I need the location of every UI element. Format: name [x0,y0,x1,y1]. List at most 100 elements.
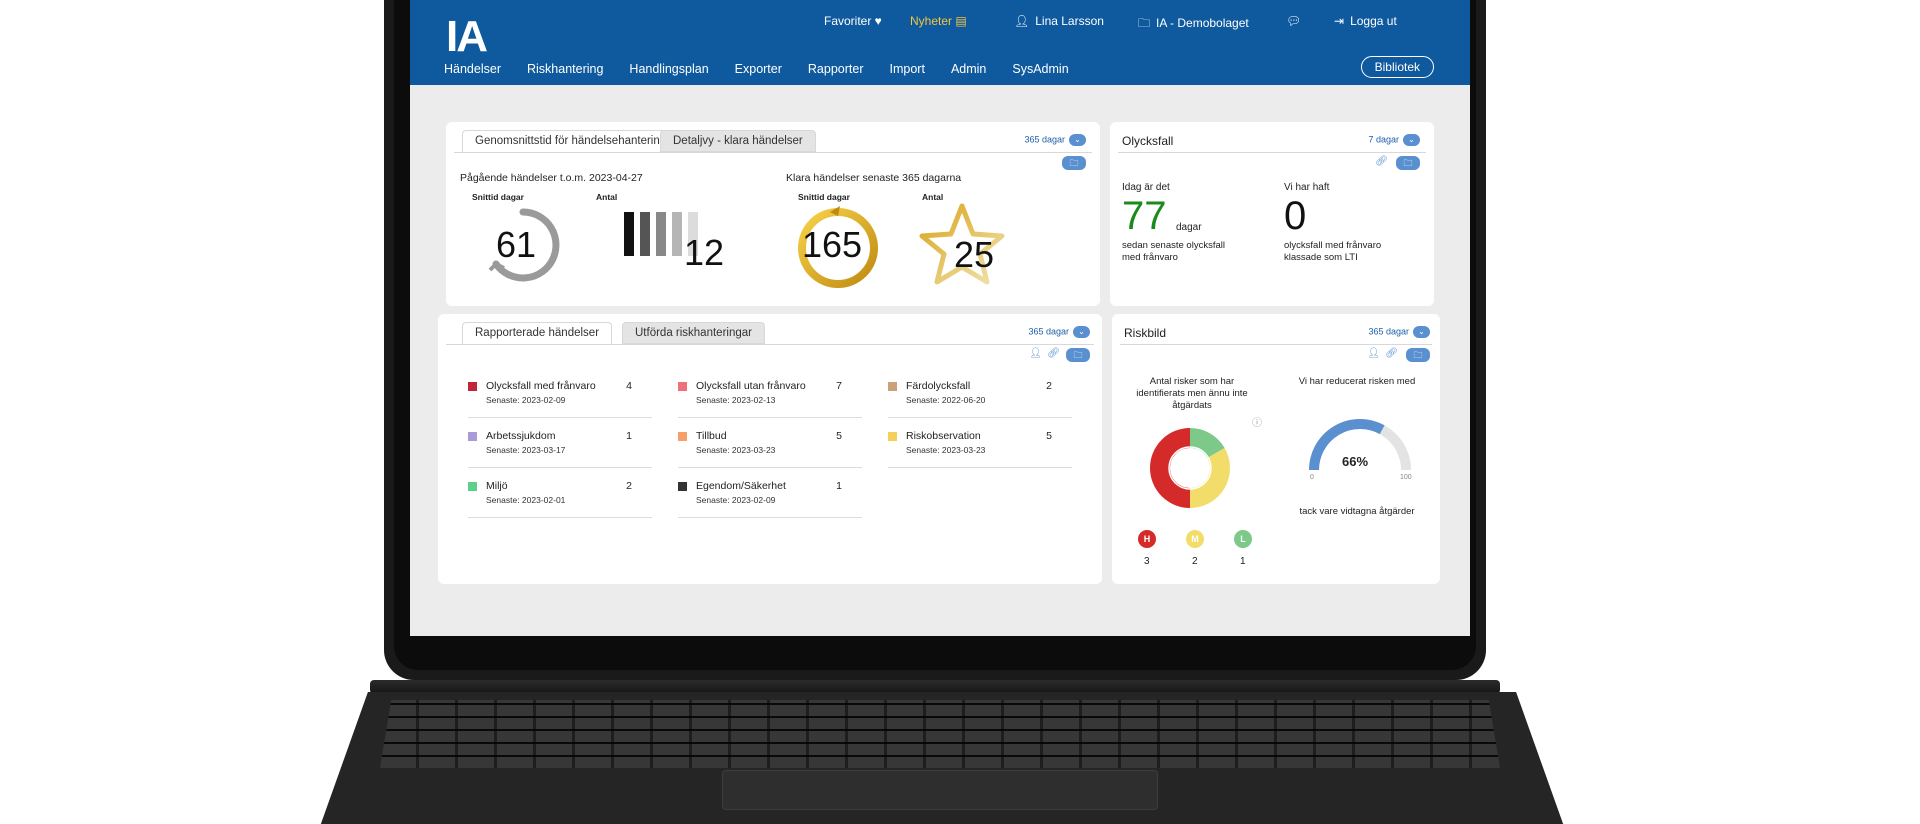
today-label: Idag är det [1122,182,1170,193]
trackpad [722,770,1158,810]
link-icon[interactable]: 🔗︎ [1375,156,1388,167]
folder-icon[interactable]: 🗀 [1396,156,1420,170]
list-item[interactable]: Olycksfall med frånvaro 4 Senaste: 2023-… [468,378,652,418]
event-name: Egendom/Säkerhet [696,480,786,492]
nav-item-exporter[interactable]: Exporter [734,62,782,76]
risk-donut-chart [1150,428,1230,508]
laptop-hinge [370,680,1500,694]
list-item[interactable]: Tillbud 5 Senaste: 2023-03-23 [678,428,862,468]
nav-item-admin[interactable]: Admin [950,62,987,76]
event-last-date: Senaste: 2022-06-20 [906,395,986,405]
link-icon[interactable]: 🔗︎ [1385,348,1398,359]
folder-icon[interactable]: 🗀 [1066,348,1090,362]
gauge-min: 0 [1310,474,1314,481]
accident-divider [1118,152,1426,153]
donut-slice-m [1189,448,1230,508]
days-desc-line1: sedan senaste olycksfall [1122,240,1225,251]
days-since-accident: 77 [1122,194,1167,238]
event-count: 7 [836,380,842,392]
risk-badge-high: H [1138,530,1156,548]
chevron-down-icon: ⌄ [1069,134,1086,146]
folder-icon: 🗀 [1138,16,1151,30]
tab-performed-risk[interactable]: Utförda riskhanteringar [622,322,765,344]
risk-period-label: 365 dagar [1368,326,1409,337]
list-item[interactable]: Färdolycksfall 2 Senaste: 2022-06-20 [888,378,1072,418]
event-count: 1 [836,480,842,492]
info-icon[interactable]: ⓘ [1252,418,1262,429]
have-had-label: Vi har haft [1284,182,1330,193]
days-desc-line2: med frånvaro [1122,252,1178,263]
event-count: 5 [1046,430,1052,442]
accident-title: Olycksfall [1122,134,1174,148]
user-menu[interactable]: 👤︎ Lina Larsson [1014,14,1104,28]
category-color [678,482,687,491]
tab-divider [454,152,1092,153]
closed-count: 25 [954,234,995,275]
event-last-date: Senaste: 2023-03-23 [906,445,986,455]
ongoing-avg-label: Snittid dagar [472,192,524,202]
library-button[interactable]: Bibliotek [1360,56,1434,78]
person-icon[interactable]: 👤︎ [1367,348,1380,359]
risk-card: Riskbild 365 dagar ⌄ 👤︎ 🔗︎ 🗀 Antal risker… [1112,314,1440,584]
ongoing-count: 12 [684,232,725,273]
risk-period-selector[interactable]: 365 dagar ⌄ [1368,326,1430,338]
tab-avg-handling-time[interactable]: Genomsnittstid för händelsehantering [462,130,680,152]
logout-label: Logga ut [1350,14,1397,28]
event-name: Olycksfall utan frånvaro [696,380,806,392]
list-item[interactable]: Egendom/Säkerhet 1 Senaste: 2023-02-09 [678,478,862,518]
period-selector[interactable]: 365 dagar ⌄ [1024,134,1086,146]
star-icon [919,203,1005,285]
days-unit: dagar [1176,222,1202,233]
nav-item-import[interactable]: Import [889,62,925,76]
closed-avg-gauge [798,206,878,288]
risk-reduction-gauge [1309,419,1411,471]
tab-reported-events[interactable]: Rapporterade händelser [462,322,613,344]
reported-period-selector[interactable]: 365 dagar ⌄ [1028,326,1090,338]
closed-count-label: Antal [922,192,944,202]
news-link[interactable]: Nyheter ▤ [910,14,967,28]
main-nav: Händelser Riskhantering Handlingsplan Ex… [444,62,1069,76]
logout-link[interactable]: ⇥ Logga ut [1334,14,1397,28]
event-name: Färdolycksfall [906,380,971,392]
reported-events-card: Rapporterade händelser Utförda riskhante… [438,314,1102,584]
nav-item-rapporter[interactable]: Rapporter [807,62,864,76]
closed-avg-label: Snittid dagar [798,192,850,202]
lti-desc-line2: klassade som LTI [1284,252,1358,263]
event-name: Olycksfall med frånvaro [486,380,596,392]
nav-item-handlingsplan[interactable]: Handlingsplan [629,62,709,76]
person-icon[interactable]: 👤︎ [1029,348,1042,359]
list-item[interactable]: Miljö 2 Senaste: 2023-02-01 [468,478,652,518]
event-last-date: Senaste: 2023-03-17 [486,445,566,455]
company-menu[interactable]: 🗀 IA - Demobolaget [1138,14,1249,35]
ongoing-title: Pågående händelser t.o.m. 2023-04-27 [460,172,643,184]
ongoing-count-label: Antal [596,192,618,202]
donut-slice-l [1189,428,1225,459]
folder-icon[interactable]: 🗀 [1406,348,1430,362]
tab-divider [446,344,1094,345]
nav-item-handelser[interactable]: Händelser [444,62,501,76]
nav-item-sysadmin[interactable]: SysAdmin [1012,62,1069,76]
folder-icon[interactable]: 🗀 [1062,156,1086,170]
category-color [678,432,687,441]
lti-count: 0 [1284,194,1307,238]
donut-slice-h [1150,428,1191,508]
user-name: Lina Larsson [1035,14,1104,28]
feedback-icon[interactable]: 💬︎ [1286,14,1302,28]
favorites-link[interactable]: Favoriter ♥ [824,14,882,28]
app-screen: IA Favoriter ♥ Nyheter ▤ 👤︎ Lina Larsson … [410,0,1470,636]
news-label: Nyheter [910,14,953,28]
tab-detail-closed[interactable]: Detaljvy - klara händelser [660,130,816,152]
list-item[interactable]: Olycksfall utan frånvaro 7 Senaste: 2023… [678,378,862,418]
app-logo[interactable]: IA [446,12,488,61]
chevron-down-icon: ⌄ [1073,326,1090,338]
category-color [468,432,477,441]
risk-count-high: 3 [1144,556,1150,567]
nav-item-riskhantering[interactable]: Riskhantering [526,62,604,76]
list-item[interactable]: Riskobservation 5 Senaste: 2023-03-23 [888,428,1072,468]
category-color [888,432,897,441]
link-icon[interactable]: 🔗︎ [1047,348,1060,359]
accident-period-selector[interactable]: 7 dagar ⌄ [1368,134,1420,146]
list-item[interactable]: Arbetssjukdom 1 Senaste: 2023-03-17 [468,428,652,468]
lti-desc-line1: olycksfall med frånvaro [1284,240,1382,251]
event-count: 1 [626,430,632,442]
